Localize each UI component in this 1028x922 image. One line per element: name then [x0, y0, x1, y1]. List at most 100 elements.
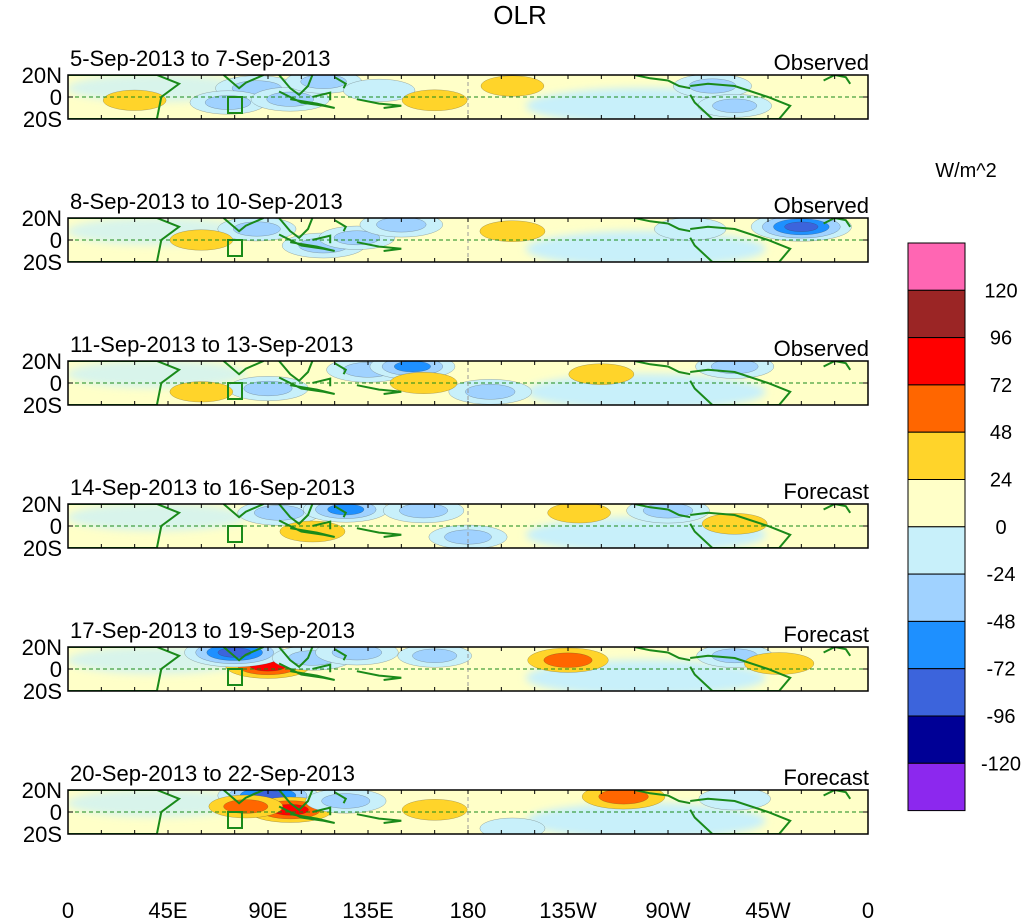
panel-period: 14-Sep-2013 to 16-Sep-2013 [70, 475, 355, 500]
coastline [334, 791, 348, 804]
anomaly-contour [394, 361, 431, 373]
anomaly-contour [784, 221, 819, 232]
anomaly-blob [697, 94, 772, 118]
y-tick-label: 20N [22, 349, 62, 374]
anomaly-contour [376, 218, 427, 233]
coastline [823, 790, 852, 800]
coastline [278, 647, 314, 669]
coastline [689, 654, 792, 691]
coastline [334, 76, 348, 89]
y-tick-label: 0 [50, 371, 62, 396]
anomaly-contour [389, 372, 458, 394]
anomaly-blob [479, 817, 546, 834]
y-tick-label: 0 [50, 228, 62, 253]
y-tick-label: 20N [22, 206, 62, 231]
x-tick-label: 45W [745, 898, 790, 922]
coastline [689, 511, 792, 548]
anomaly-blob [568, 363, 635, 385]
coastline [356, 241, 402, 252]
coastline [689, 797, 792, 834]
coastline [312, 806, 332, 816]
coastline [278, 361, 314, 383]
x-tick-label: 90E [248, 898, 287, 922]
colorbar-swatch [907, 431, 966, 481]
colorbar-label: -48 [987, 611, 1016, 633]
coastline [634, 647, 691, 662]
anomaly-contour [543, 652, 593, 668]
panel-period: 20-Sep-2013 to 22-Sep-2013 [70, 761, 355, 786]
weak-negative-band [68, 504, 247, 532]
coastline [634, 75, 691, 90]
y-tick-label: 0 [50, 800, 62, 825]
colorbar-label: -72 [987, 659, 1016, 681]
coastline [356, 670, 402, 681]
background-bands [68, 790, 766, 834]
coastlines [68, 218, 852, 262]
anomaly-contour [401, 89, 468, 112]
coastline [356, 384, 402, 395]
anomaly-blob [369, 361, 456, 380]
anomaly-blob [401, 89, 468, 112]
anomaly-blob [359, 218, 443, 238]
y-tick-label: 20S [23, 536, 62, 561]
coastlines [68, 790, 852, 834]
region-box [227, 382, 243, 400]
region-box [227, 525, 243, 543]
panel-label: Observed [774, 50, 869, 75]
y-tick-label: 20N [22, 492, 62, 517]
colorbar-swatch [907, 337, 966, 386]
coastline [356, 813, 402, 824]
x-tick-label: 0 [862, 898, 874, 922]
coastline [222, 790, 264, 805]
y-tick-label: 20N [22, 635, 62, 660]
anomaly-blob [383, 504, 465, 524]
coastline [68, 361, 182, 405]
coastline [278, 376, 335, 395]
anomaly-contour [479, 220, 546, 242]
anomaly-field [169, 218, 852, 259]
y-tick-label: 20S [23, 679, 62, 704]
colorbar-swatch [907, 620, 966, 670]
colorbar-swatch [907, 715, 966, 764]
coastline [222, 361, 264, 376]
colorbar-label: 120 [984, 280, 1017, 302]
coastline [68, 75, 182, 119]
panel-label: Observed [774, 193, 869, 218]
coastline [334, 648, 348, 661]
anomaly-contour [401, 799, 468, 821]
anomaly-contour [598, 790, 649, 805]
colorbar-swatch [907, 573, 966, 622]
panel-label: Forecast [783, 479, 869, 504]
anomaly-blob [701, 513, 768, 535]
y-tick-label: 20N [22, 778, 62, 803]
coastline [634, 218, 691, 233]
coastline [68, 790, 182, 834]
coastline [68, 218, 182, 262]
coastline [312, 91, 332, 101]
colorbar-swatch [907, 526, 966, 575]
colorbar-label: -96 [987, 706, 1016, 728]
coastline [278, 662, 335, 681]
region-box [227, 668, 243, 686]
y-tick-label: 0 [50, 85, 62, 110]
anomaly-contour [465, 384, 516, 400]
anomaly-blob [479, 220, 546, 242]
anomaly-contour [712, 98, 758, 113]
coastline [278, 519, 335, 538]
coastline [823, 75, 852, 85]
anomaly-blob [397, 647, 472, 668]
anomaly-field [237, 504, 768, 548]
anomaly-contour [343, 78, 416, 102]
coastline [278, 504, 314, 526]
anomaly-blob [343, 78, 416, 102]
anomaly-contour [547, 504, 611, 524]
y-tick-label: 20S [23, 107, 62, 132]
colorbar-swatch [907, 762, 966, 812]
colorbar-swatch [907, 668, 966, 717]
colorbar-label: 0 [995, 517, 1006, 539]
anomaly-contour [744, 652, 815, 675]
